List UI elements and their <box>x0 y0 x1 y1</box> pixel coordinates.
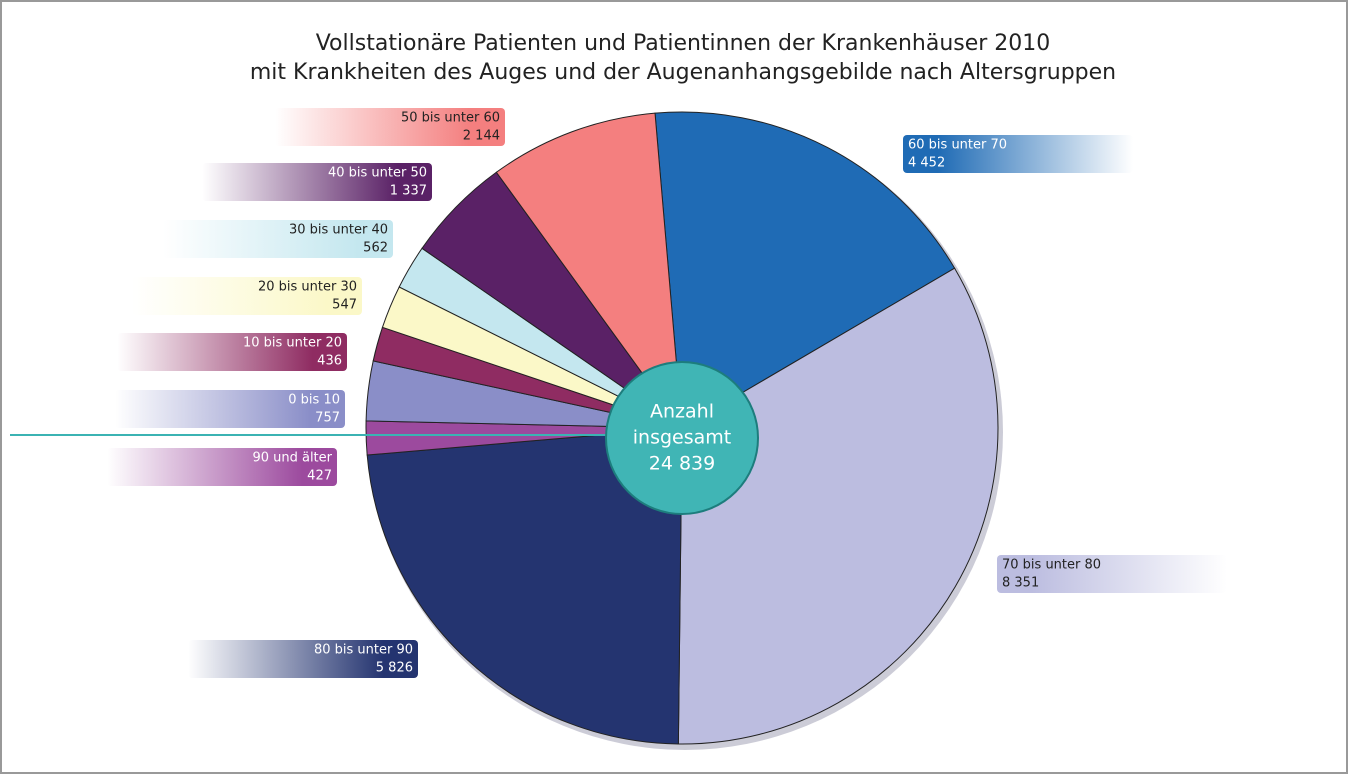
slice-label: 10 bis unter 20 <box>243 336 342 351</box>
slice-label: 60 bis unter 70 <box>908 138 1007 153</box>
pie-slice <box>677 267 999 745</box>
pie-slice <box>495 112 683 430</box>
label-box <box>117 333 347 371</box>
slice-label: 90 und älter <box>252 451 332 466</box>
slice-label: 80 bis unter 90 <box>314 643 413 658</box>
value-label: 2 144 <box>463 129 500 144</box>
label-box <box>903 135 1133 173</box>
chart-title: Vollstationäre Patienten und Patientinne… <box>316 31 1051 56</box>
pie-slice <box>366 427 683 745</box>
value-label: 4 452 <box>908 156 945 171</box>
label-box <box>997 555 1227 593</box>
value-label: 757 <box>315 411 340 426</box>
value-label: 1 337 <box>390 184 427 199</box>
label-box <box>132 277 362 315</box>
slice-label: 0 bis 10 <box>288 393 340 408</box>
label-box <box>163 220 393 258</box>
slice-label: 40 bis unter 50 <box>328 166 427 181</box>
center-label: Anzahl <box>650 401 714 423</box>
value-label: 8 351 <box>1002 576 1039 591</box>
label-box <box>188 640 418 678</box>
label-box <box>107 448 337 486</box>
value-label: 427 <box>307 469 332 484</box>
label-box <box>202 163 432 201</box>
label-box <box>115 390 345 428</box>
slice-label: 20 bis unter 30 <box>258 280 357 295</box>
slice-label: 50 bis unter 60 <box>401 111 500 126</box>
pie-slice <box>654 111 956 429</box>
value-label: 436 <box>317 354 342 369</box>
total-label: 24 839 <box>649 453 715 475</box>
center-label: insgesamt <box>633 427 731 449</box>
slice-label: 30 bis unter 40 <box>289 223 388 238</box>
value-label: 547 <box>332 298 357 313</box>
value-label: 562 <box>363 241 388 256</box>
slice-label: 70 bis unter 80 <box>1002 558 1101 573</box>
chart-title: mit Krankheiten des Auges und der Augena… <box>250 60 1116 85</box>
value-label: 5 826 <box>376 661 413 676</box>
center-circle <box>605 361 759 515</box>
label-box <box>275 108 505 146</box>
